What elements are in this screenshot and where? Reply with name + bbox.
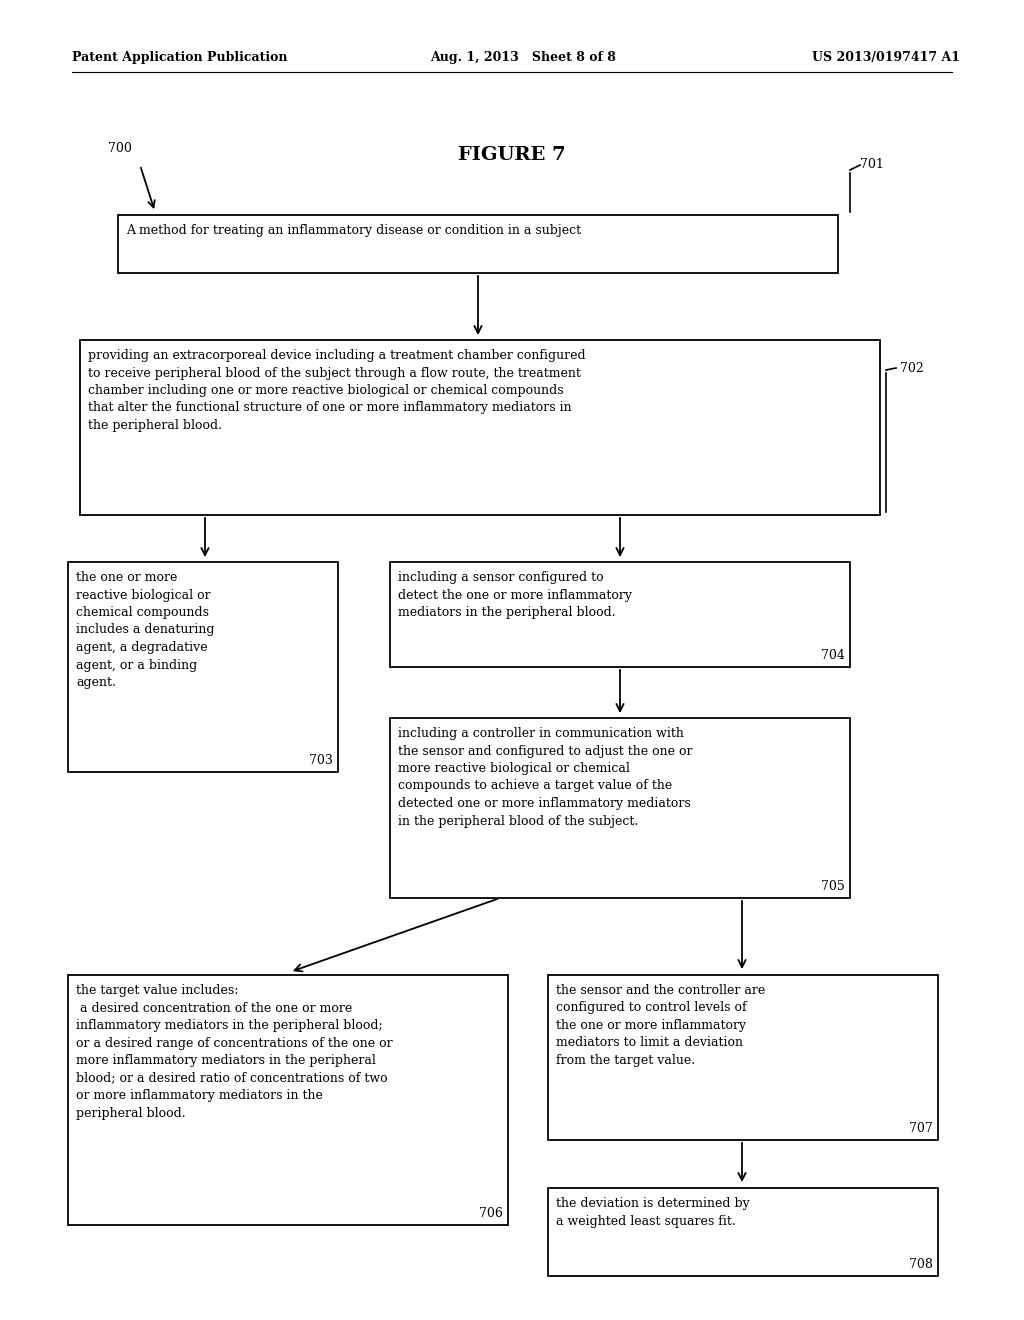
Bar	[548, 975, 938, 1140]
Bar	[68, 562, 338, 772]
Text: 701: 701	[860, 158, 884, 172]
Text: 707: 707	[909, 1122, 933, 1135]
Text: 706: 706	[479, 1206, 503, 1220]
Text: US 2013/0197417 A1: US 2013/0197417 A1	[812, 51, 961, 65]
Bar	[548, 1188, 938, 1276]
Text: the one or more
reactive biological or
chemical compounds
includes a denaturing
: the one or more reactive biological or c…	[76, 572, 214, 689]
Text: 700: 700	[108, 141, 132, 154]
Text: 705: 705	[821, 880, 845, 894]
Text: 703: 703	[309, 754, 333, 767]
Text: the sensor and the controller are
configured to control levels of
the one or mor: the sensor and the controller are config…	[556, 983, 765, 1067]
Text: Aug. 1, 2013   Sheet 8 of 8: Aug. 1, 2013 Sheet 8 of 8	[430, 51, 615, 65]
Text: the deviation is determined by
a weighted least squares fit.: the deviation is determined by a weighte…	[556, 1197, 750, 1228]
Text: Patent Application Publication: Patent Application Publication	[72, 51, 288, 65]
Text: including a sensor configured to
detect the one or more inflammatory
mediators i: including a sensor configured to detect …	[398, 572, 632, 619]
Text: 702: 702	[900, 362, 924, 375]
Bar	[68, 975, 508, 1225]
Bar	[80, 341, 880, 515]
Text: 708: 708	[909, 1258, 933, 1271]
Text: including a controller in communication with
the sensor and configured to adjust: including a controller in communication …	[398, 727, 692, 828]
Text: FIGURE 7: FIGURE 7	[458, 147, 566, 164]
Text: providing an extracorporeal device including a treatment chamber configured
to r: providing an extracorporeal device inclu…	[88, 348, 586, 432]
Bar	[390, 562, 850, 667]
Text: 704: 704	[821, 649, 845, 663]
Text: A method for treating an inflammatory disease or condition in a subject: A method for treating an inflammatory di…	[126, 224, 582, 238]
Text: the target value includes:
 a desired concentration of the one or more
inflammat: the target value includes: a desired con…	[76, 983, 392, 1119]
Bar	[118, 215, 838, 273]
Bar	[390, 718, 850, 898]
